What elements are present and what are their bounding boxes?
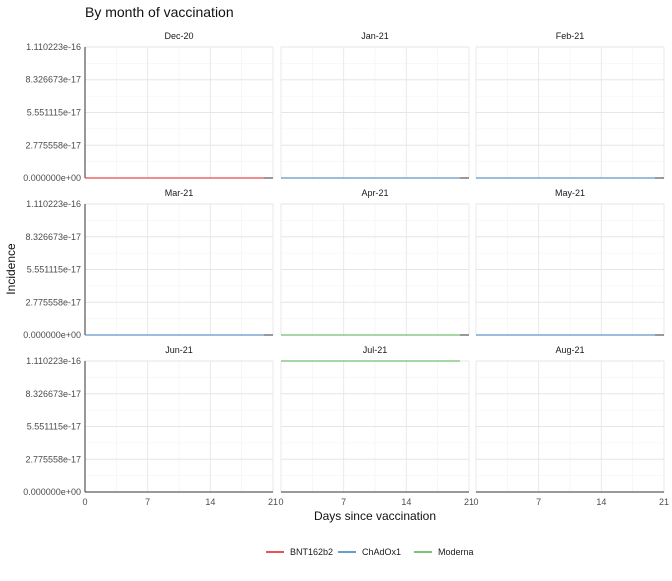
y-tick-label: 5.551115e-17 bbox=[27, 422, 81, 432]
x-tick-label: 21 bbox=[268, 497, 278, 507]
chart-title: By month of vaccination bbox=[85, 4, 234, 20]
facet-panel: Feb-21 bbox=[475, 31, 665, 179]
facet-panel: Jun-21 0.000000e+00 2.775558e-17 5.551115e-… bbox=[23, 345, 278, 507]
y-axis-title: Incidence bbox=[4, 243, 18, 295]
x-tick-label: 21 bbox=[464, 497, 474, 507]
x-tick-label: 0 bbox=[278, 497, 283, 507]
legend-label: Moderna bbox=[438, 547, 474, 557]
facet-strip-label: Dec-20 bbox=[164, 31, 193, 41]
facet-strip-label: Feb-21 bbox=[556, 31, 585, 41]
x-tick-label: 0 bbox=[473, 497, 478, 507]
x-tick-label: 14 bbox=[401, 497, 411, 507]
facet-panels: Dec-20 0.000000e+00 2.775558e-17 5.551115e-… bbox=[23, 31, 669, 507]
facet-panel: Jan-21 bbox=[280, 31, 470, 179]
y-tick-label: 8.326673e-17 bbox=[25, 389, 81, 399]
facet-panel: Jul-21 0 7 14 21 bbox=[278, 345, 474, 507]
facet-panel: Dec-20 0.000000e+00 2.775558e-17 5.551115e-… bbox=[23, 31, 274, 183]
x-tick-label: 7 bbox=[341, 497, 346, 507]
legend-item: ChAdOx1 bbox=[338, 547, 401, 557]
x-tick-label: 14 bbox=[205, 497, 215, 507]
x-tick-label: 14 bbox=[596, 497, 606, 507]
y-tick-label: 2.775558e-17 bbox=[25, 140, 81, 150]
y-tick-label: 1.110223e-16 bbox=[26, 356, 81, 366]
y-tick-label: 8.326673e-17 bbox=[25, 232, 81, 242]
y-tick-label: 2.775558e-17 bbox=[25, 297, 81, 307]
facet-strip-label: Mar-21 bbox=[165, 188, 194, 198]
x-tick-label: 21 bbox=[659, 497, 669, 507]
facet-strip-label: May-21 bbox=[555, 188, 585, 198]
legend-label: BNT162b2 bbox=[290, 547, 333, 557]
x-tick-label: 7 bbox=[145, 497, 150, 507]
y-tick-label: 1.110223e-16 bbox=[26, 42, 81, 52]
y-tick-label: 1.110223e-16 bbox=[26, 199, 81, 209]
x-tick-label: 7 bbox=[536, 497, 541, 507]
legend-item: BNT162b2 bbox=[266, 547, 333, 557]
facet-panel: Mar-21 0.000000e+00 2.775558e-17 5.551115e-… bbox=[23, 188, 274, 340]
legend: BNT162b2 ChAdOx1 Moderna bbox=[266, 547, 474, 557]
y-tick-label: 5.551115e-17 bbox=[27, 108, 81, 118]
y-tick-label: 8.326673e-17 bbox=[25, 75, 81, 85]
legend-item: Moderna bbox=[414, 547, 474, 557]
y-tick-label: 0.000000e+00 bbox=[23, 173, 81, 183]
x-tick-label: 0 bbox=[82, 497, 87, 507]
y-tick-label: 2.775558e-17 bbox=[25, 454, 81, 464]
legend-label: ChAdOx1 bbox=[362, 547, 401, 557]
facet-strip-label: Aug-21 bbox=[555, 345, 584, 355]
facet-panel: Aug-21 0 7 14 21 bbox=[473, 345, 669, 507]
facet-panel: May-21 bbox=[475, 188, 665, 336]
x-axis-title: Days since vaccination bbox=[314, 509, 436, 523]
y-tick-label: 5.551115e-17 bbox=[27, 265, 81, 275]
y-tick-label: 0.000000e+00 bbox=[23, 487, 81, 497]
facet-panel: Apr-21 bbox=[280, 188, 470, 336]
facet-strip-label: Apr-21 bbox=[361, 188, 388, 198]
y-tick-label: 0.000000e+00 bbox=[23, 330, 81, 340]
facet-strip-label: Jun-21 bbox=[165, 345, 193, 355]
facet-strip-label: Jan-21 bbox=[361, 31, 389, 41]
facet-strip-label: Jul-21 bbox=[363, 345, 388, 355]
